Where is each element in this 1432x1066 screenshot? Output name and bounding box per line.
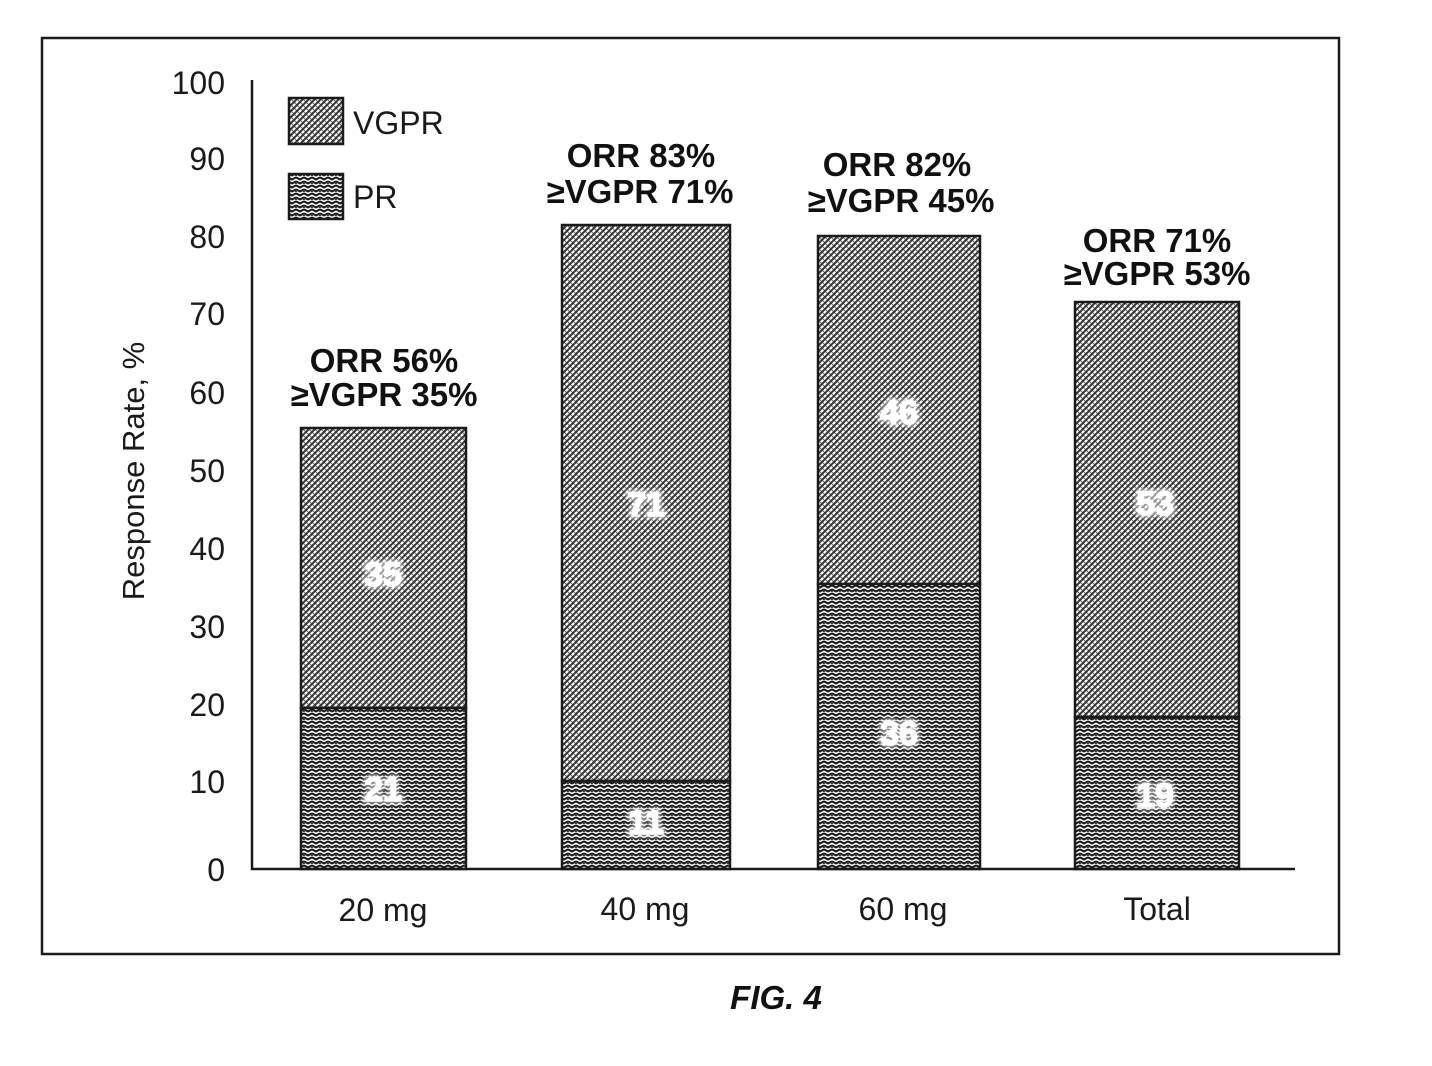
svg-text:≥VGPR 53%: ≥VGPR 53%	[1064, 255, 1251, 292]
svg-text:0: 0	[207, 852, 225, 888]
svg-text:ORR 56%: ORR 56%	[310, 342, 459, 379]
svg-text:≥VGPR 45%: ≥VGPR 45%	[808, 182, 995, 219]
svg-text:40 mg: 40 mg	[601, 891, 690, 927]
svg-text:ORR 82%: ORR 82%	[823, 146, 972, 183]
svg-text:71: 71	[627, 486, 665, 524]
svg-text:60: 60	[189, 375, 225, 411]
svg-text:19: 19	[1136, 777, 1174, 815]
svg-text:Total: Total	[1123, 891, 1191, 927]
svg-text:FIG. 4: FIG. 4	[730, 979, 822, 1016]
svg-text:71: 71	[627, 486, 665, 524]
svg-text:30: 30	[189, 609, 225, 645]
svg-text:20: 20	[189, 687, 225, 723]
svg-text:Response Rate, %: Response Rate, %	[116, 342, 151, 600]
svg-text:35: 35	[364, 556, 402, 594]
svg-text:80: 80	[189, 219, 225, 255]
svg-text:21: 21	[364, 771, 402, 809]
svg-text:VGPR: VGPR	[353, 105, 444, 141]
svg-text:70: 70	[189, 296, 225, 332]
svg-text:11: 11	[628, 804, 664, 842]
svg-text:90: 90	[189, 141, 225, 177]
svg-text:35: 35	[364, 556, 402, 594]
svg-text:ORR 83%: ORR 83%	[567, 137, 716, 174]
svg-text:21: 21	[364, 771, 402, 809]
svg-text:53: 53	[1136, 485, 1174, 523]
svg-text:10: 10	[189, 764, 225, 800]
svg-text:19: 19	[1136, 777, 1174, 815]
svg-text:100: 100	[172, 65, 225, 101]
svg-text:40: 40	[189, 531, 225, 567]
svg-text:≥VGPR 35%: ≥VGPR 35%	[291, 376, 478, 413]
svg-text:53: 53	[1136, 485, 1174, 523]
svg-text:50: 50	[189, 453, 225, 489]
svg-text:36: 36	[880, 715, 918, 753]
svg-text:20 mg: 20 mg	[339, 892, 428, 928]
svg-text:ORR 71%: ORR 71%	[1083, 222, 1232, 259]
svg-text:11: 11	[628, 804, 664, 842]
svg-text:≥VGPR 71%: ≥VGPR 71%	[547, 173, 734, 210]
svg-text:PR: PR	[353, 179, 397, 215]
svg-text:36: 36	[880, 715, 918, 753]
svg-text:46: 46	[880, 394, 918, 432]
svg-text:60 mg: 60 mg	[859, 891, 948, 927]
svg-text:46: 46	[880, 394, 918, 432]
